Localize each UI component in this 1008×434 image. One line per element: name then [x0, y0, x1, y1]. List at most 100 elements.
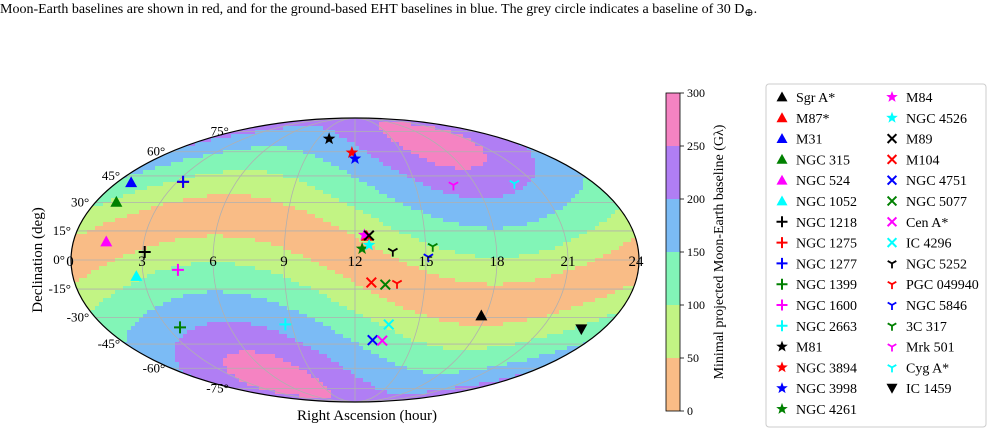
band-cell	[379, 138, 384, 143]
band-cell	[567, 178, 572, 183]
band-cell	[479, 142, 484, 147]
band-cell	[107, 190, 112, 195]
band-cell	[243, 238, 248, 243]
band-cell	[255, 266, 260, 271]
band-cell	[267, 282, 272, 287]
band-cell	[459, 154, 464, 159]
band-cell	[207, 282, 212, 287]
band-cell	[95, 234, 100, 239]
band-cell	[227, 186, 232, 191]
band-cell	[575, 214, 580, 219]
band-cell	[271, 246, 276, 251]
band-cell	[331, 254, 336, 259]
band-cell	[459, 246, 464, 251]
band-cell	[623, 234, 628, 239]
band-cell	[243, 278, 248, 283]
band-cell	[371, 226, 376, 231]
band-cell	[259, 138, 264, 143]
band-cell	[95, 282, 100, 287]
band-cell	[403, 266, 408, 271]
band-cell	[251, 166, 256, 171]
band-cell	[435, 182, 440, 187]
band-cell	[171, 226, 176, 231]
band-cell	[119, 222, 124, 227]
band-cell	[263, 154, 268, 159]
band-cell	[171, 222, 176, 227]
band-cell	[479, 190, 484, 195]
band-cell	[551, 190, 556, 195]
band-cell	[231, 254, 236, 259]
band-cell	[323, 166, 328, 171]
band-cell	[335, 130, 340, 135]
band-cell	[231, 154, 236, 159]
band-cell	[395, 222, 400, 227]
band-cell	[119, 202, 124, 207]
band-cell	[591, 186, 596, 191]
band-cell	[91, 238, 96, 243]
band-cell	[307, 210, 312, 215]
band-cell	[471, 138, 476, 143]
band-cell	[203, 278, 208, 283]
band-cell	[583, 266, 588, 271]
band-cell	[427, 122, 432, 127]
band-cell	[111, 198, 116, 203]
band-cell	[511, 234, 516, 239]
band-cell	[527, 262, 532, 267]
band-cell	[295, 142, 300, 147]
band-cell	[407, 178, 412, 183]
band-cell	[579, 210, 584, 215]
band-cell	[327, 206, 332, 211]
band-cell	[567, 222, 572, 227]
band-cell	[539, 262, 544, 267]
band-cell	[391, 210, 396, 215]
band-cell	[283, 142, 288, 147]
band-cell	[295, 202, 300, 207]
band-cell	[235, 218, 240, 223]
band-cell	[219, 198, 224, 203]
band-cell	[511, 238, 516, 243]
band-cell	[251, 246, 256, 251]
band-cell	[375, 154, 380, 159]
band-cell	[271, 210, 276, 215]
band-cell	[191, 154, 196, 159]
band-cell	[603, 230, 608, 235]
caption-end: .	[753, 2, 758, 17]
band-cell	[619, 254, 624, 259]
band-cell	[571, 262, 576, 267]
band-cell	[583, 274, 588, 279]
band-cell	[499, 142, 504, 147]
band-cell	[447, 214, 452, 219]
band-cell	[435, 214, 440, 219]
band-cell	[323, 250, 328, 255]
band-cell	[223, 238, 228, 243]
band-cell	[379, 178, 384, 183]
band-cell	[231, 126, 236, 131]
band-cell	[515, 198, 520, 203]
band-cell	[255, 278, 260, 283]
band-cell	[451, 218, 456, 223]
band-cell	[95, 262, 100, 267]
band-cell	[623, 262, 628, 267]
band-cell	[427, 154, 432, 159]
band-cell	[331, 226, 336, 231]
band-cell	[523, 278, 528, 283]
band-cell	[515, 254, 520, 259]
band-cell	[387, 146, 392, 151]
band-cell	[287, 194, 292, 199]
band-cell	[363, 218, 368, 223]
band-cell	[619, 266, 624, 271]
band-cell	[331, 198, 336, 203]
band-cell	[199, 146, 204, 151]
band-cell	[539, 270, 544, 275]
band-cell	[207, 198, 212, 203]
band-cell	[423, 126, 428, 131]
band-cell	[207, 178, 212, 183]
band-cell	[187, 230, 192, 235]
band-cell	[339, 134, 344, 139]
band-cell	[579, 194, 584, 199]
band-cell	[415, 218, 420, 223]
band-cell	[299, 218, 304, 223]
band-cell	[155, 282, 160, 287]
band-cell	[299, 150, 304, 155]
band-cell	[355, 122, 360, 127]
